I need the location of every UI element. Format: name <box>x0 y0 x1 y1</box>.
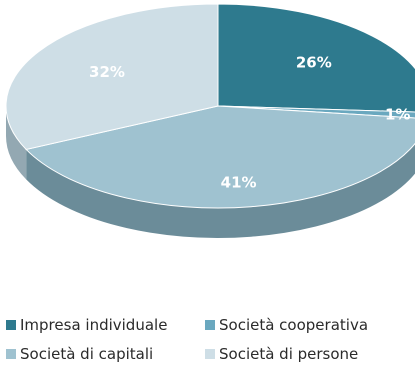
legend-item-societa-di-capitali: Società di capitali <box>6 345 153 363</box>
pie-side-societa-di-capitali <box>26 143 415 238</box>
legend: Impresa individuale Società cooperativa … <box>0 310 415 369</box>
legend-item-societa-di-persone: Società di persone <box>205 345 358 363</box>
legend-swatch <box>6 320 16 330</box>
data-label-impresa-individuale: 26% <box>296 54 332 72</box>
legend-label: Società di capitali <box>20 345 154 363</box>
legend-swatch <box>205 320 215 330</box>
pie-slice-impresa-individuale <box>217 3 415 113</box>
legend-swatch <box>6 349 16 359</box>
legend-label: Società di persone <box>219 345 359 363</box>
legend-swatch <box>205 349 215 359</box>
pie-slice-societa-di-capitali <box>25 105 415 209</box>
legend-label: Società cooperativa <box>219 316 369 334</box>
pie-side-societa-di-persone <box>6 106 27 180</box>
data-label-societa-di-persone: 32% <box>89 63 125 81</box>
data-label-societa-di-capitali: 41% <box>221 174 257 192</box>
pie-sides <box>6 106 415 238</box>
legend-item-societa-cooperativa: Società cooperativa <box>205 316 368 334</box>
legend-item-impresa-individuale: Impresa individuale <box>6 316 167 334</box>
data-labels: 26% 1% 41% 32% <box>89 54 410 192</box>
pie-slice-societa-di-persone <box>5 3 219 150</box>
pie-slices <box>5 3 415 209</box>
legend-label: Impresa individuale <box>20 316 168 334</box>
data-label-societa-cooperativa: 1% <box>385 105 410 123</box>
pie-chart: 26% 1% 41% 32% <box>5 3 415 238</box>
